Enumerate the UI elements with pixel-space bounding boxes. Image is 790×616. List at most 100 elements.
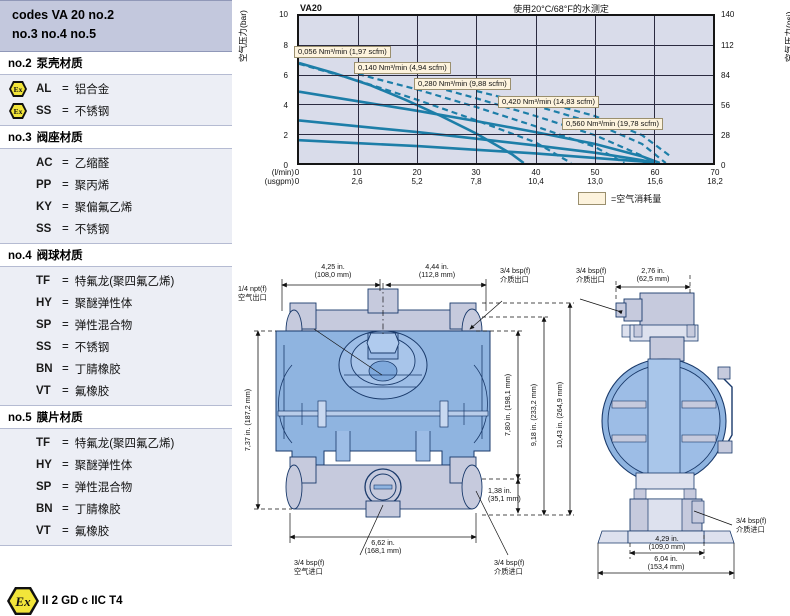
option-code: TF xyxy=(36,436,51,449)
option-row[interactable]: VT = 氟橡胶 xyxy=(0,520,232,542)
option-row[interactable]: HY = 聚醚弹性体 xyxy=(0,292,232,314)
option-equals: = xyxy=(62,222,69,235)
xtick-secondary: 0 xyxy=(294,177,300,186)
option-description: 乙缩醛 xyxy=(74,157,110,170)
option-equals: = xyxy=(62,362,69,375)
option-equals: = xyxy=(62,524,69,537)
dim-overall-height-2: 10,43 in. (264,9 mm) xyxy=(555,377,564,453)
chart-series-line xyxy=(299,138,655,163)
dim-value-mm: (109,0 mm) xyxy=(648,542,686,552)
chart-series-line xyxy=(299,119,655,163)
dim-top-left-width: 4,25 in. (108,0 mm) xyxy=(298,262,368,280)
callout-air-inlet: 3/4 bsp(f) 空气进口 xyxy=(294,558,324,576)
option-equals: = xyxy=(62,82,69,95)
option-description: 不锈钢 xyxy=(74,105,110,118)
option-code: HY xyxy=(36,296,52,309)
option-equals: = xyxy=(62,480,69,493)
option-equals: = xyxy=(62,458,69,471)
section-body-no3: AC = 乙缩醛 PP = 聚丙烯 KY = 聚偏氟乙烯 SS = 不锈钢 xyxy=(0,148,232,244)
option-row[interactable]: BN = 丁腈橡胶 xyxy=(0,498,232,520)
callout-line-1: 3/4 bsp(f) xyxy=(576,266,607,275)
option-row[interactable]: KY = 聚偏氟乙烯 xyxy=(0,196,232,218)
xtick: 40 xyxy=(531,168,541,177)
callout-line-1: 3/4 bsp(f) xyxy=(494,558,525,567)
svg-text:Ex: Ex xyxy=(14,594,31,609)
spec-header: codes VA 20 no.2 no.3 no.4 no.5 xyxy=(0,0,232,52)
option-row[interactable]: SP = 弹性混合物 xyxy=(0,314,232,336)
xtick: 60 xyxy=(650,168,660,177)
option-row[interactable]: TF = 特氟龙(聚四氟乙烯) xyxy=(0,432,232,454)
callout-media-inlet: 3/4 bsp(f) 介质进口 xyxy=(494,558,525,576)
option-row[interactable]: AC = 乙缩醛 xyxy=(0,152,232,174)
chart-title: 使用20°C/68°F的水测定 xyxy=(513,4,609,14)
option-code: SS xyxy=(36,104,52,117)
svg-text:Ex: Ex xyxy=(14,85,23,94)
ytick-right: 28 xyxy=(721,131,730,140)
option-row[interactable]: Ex AL = 铝合金 xyxy=(0,78,232,100)
option-equals: = xyxy=(62,156,69,169)
option-row[interactable]: SP = 弹性混合物 xyxy=(0,476,232,498)
option-description: 聚醚弹性体 xyxy=(74,459,133,472)
option-description: 丁腈橡胶 xyxy=(74,363,121,376)
option-equals: = xyxy=(62,296,69,309)
chart-series-line xyxy=(357,73,625,163)
option-code: HY xyxy=(36,458,52,471)
chart-series-line xyxy=(299,62,572,163)
option-equals: = xyxy=(62,274,69,287)
chart-ylabel-right: 空气压力(psi) xyxy=(784,11,790,62)
dim-base-width: 6,62 in. (168,1 mm) xyxy=(347,538,419,556)
annotation-label: 0,140 Nm³/min (4,94 scfm) xyxy=(354,62,451,75)
option-equals: = xyxy=(62,318,69,331)
option-description: 铝合金 xyxy=(74,83,110,96)
dim-value-mm: (168,1 mm) xyxy=(364,546,402,556)
performance-chart: VA20 使用20°C/68°F的水测定 空气压力(bar) 空气压力(psi)… xyxy=(232,0,790,225)
section-label-no5: 膜片材质 xyxy=(36,411,83,424)
option-description: 不锈钢 xyxy=(74,223,110,236)
side-view xyxy=(579,275,735,579)
option-description: 弹性混合物 xyxy=(74,319,133,332)
ytick-right: 0 xyxy=(721,161,726,170)
xtick: 70 xyxy=(710,168,720,177)
callout-line-2: 介质进口 xyxy=(494,566,523,576)
option-code: VT xyxy=(36,524,51,537)
option-code: VT xyxy=(36,384,51,397)
xtick: 50 xyxy=(590,168,600,177)
option-row[interactable]: SS = 不锈钢 xyxy=(0,218,232,240)
chart-gridline-vertical xyxy=(535,16,537,163)
option-row[interactable]: HY = 聚醚弹性体 xyxy=(0,454,232,476)
legend-label: =空气消耗量 xyxy=(611,194,662,204)
option-description: 弹性混合物 xyxy=(74,481,133,494)
spec-header-line-1: codes VA 20 no.2 xyxy=(12,8,115,22)
dim-value-mm: (264,9 mm) xyxy=(555,381,564,419)
ex-hexagon-icon: Ex xyxy=(6,586,40,616)
option-row[interactable]: PP = 聚丙烯 xyxy=(0,174,232,196)
option-description: 特氟龙(聚四氟乙烯) xyxy=(74,437,175,450)
chart-gridline-horizontal xyxy=(299,133,713,135)
section-title-no3: no.3 阀座材质 xyxy=(0,125,232,149)
option-row[interactable]: SS = 不锈钢 xyxy=(0,336,232,358)
callout-line-2: 介质进口 xyxy=(736,524,765,534)
svg-text:Ex: Ex xyxy=(14,107,23,116)
chart-ylabel-left: 空气压力(bar) xyxy=(238,10,248,62)
option-code: SP xyxy=(36,480,52,493)
dimension-drawings: 4,25 in. (108,0 mm) 4,44 in. (112,8 mm) … xyxy=(232,225,790,591)
section-number-no4: no.4 xyxy=(8,249,32,262)
ytick-left: 10 xyxy=(279,10,288,19)
section-title-no4: no.4 阀球材质 xyxy=(0,243,232,267)
option-row[interactable]: BN = 丁腈橡胶 xyxy=(0,358,232,380)
option-description: 聚偏氟乙烯 xyxy=(74,201,133,214)
option-row[interactable]: TF = 特氟龙(聚四氟乙烯) xyxy=(0,270,232,292)
dim-value-mm: (62,5 mm) xyxy=(636,274,670,284)
spec-header-line-2: no.3 no.4 no.5 xyxy=(12,27,97,42)
section-title-no2: no.2 泵壳材质 xyxy=(0,51,232,75)
dim-value-in: 6,04 in. xyxy=(654,554,678,563)
option-row[interactable]: VT = 氟橡胶 xyxy=(0,380,232,402)
dim-overall-height: 7,37 in. (187,2 mm) xyxy=(243,385,252,455)
chart-legend: =空气消耗量 xyxy=(578,192,661,205)
section-body-no5: TF = 特氟龙(聚四氟乙烯) HY = 聚醚弹性体 SP = 弹性混合物 BN = 丁腈橡胶 … xyxy=(0,428,232,546)
legend-swatch-icon xyxy=(578,192,606,205)
option-code: SP xyxy=(36,318,52,331)
xaxis-unit-usgpm: (usgpm) xyxy=(264,177,294,186)
xtick-secondary: 15,6 xyxy=(647,177,663,186)
option-row[interactable]: Ex SS = 不锈钢 xyxy=(0,100,232,122)
